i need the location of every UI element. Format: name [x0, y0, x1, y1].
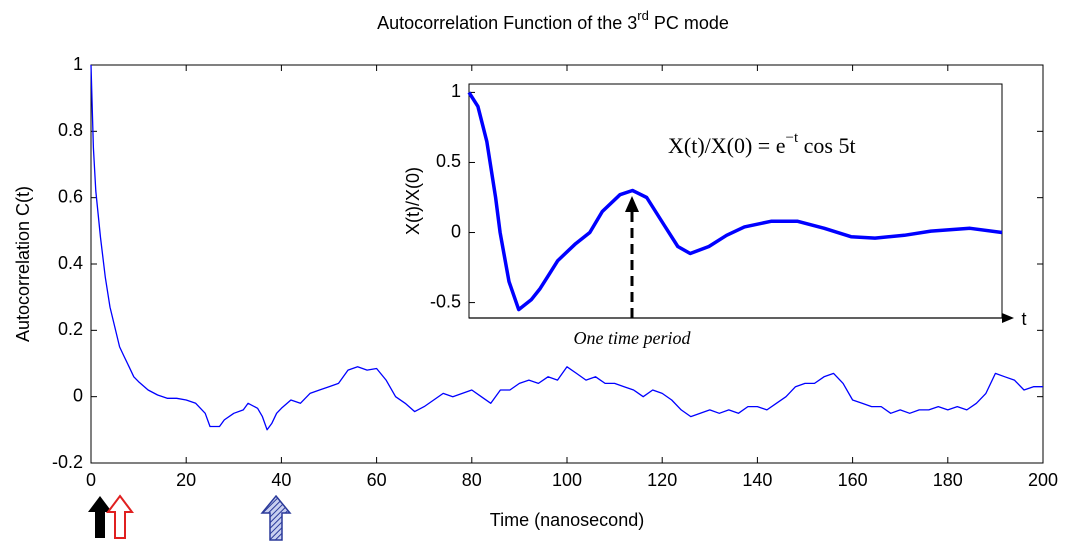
x-tick-label: 60: [367, 470, 387, 490]
y-tick-label: 1: [451, 81, 461, 101]
x-axis-label: t: [1021, 309, 1026, 329]
y-tick-label: 1: [73, 54, 83, 74]
y-tick-label: 0: [451, 221, 461, 241]
y-axis-label: X(t)/X(0): [403, 167, 423, 235]
x-tick-label: 20: [176, 470, 196, 490]
x-axis-label: Time (nanosecond): [490, 510, 644, 530]
arrow-icon: [106, 494, 134, 539]
y-tick-label: -0.2: [52, 452, 83, 472]
arrow-head: [625, 196, 639, 212]
chart-title: Autocorrelation Function of the 3rd PC m…: [377, 8, 729, 32]
formula: X(t)/X(0) = e−t cos 5t: [668, 130, 856, 158]
formula-part: X(t)/X(0) = e: [668, 133, 785, 158]
x-tick-label: 0: [86, 470, 96, 490]
arrow-icon: [88, 496, 112, 538]
x-tick-label: 40: [271, 470, 291, 490]
x-tick-label: 120: [647, 470, 677, 490]
annotation: One time period: [574, 328, 692, 348]
data-line: [90, 64, 1043, 431]
formula-part: −t: [785, 130, 798, 146]
x-tick-label: 140: [742, 470, 772, 490]
y-tick-label: 0.2: [58, 319, 83, 339]
y-tick-label: 0.6: [58, 186, 83, 206]
y-axis-label: Autocorrelation C(t): [13, 186, 33, 342]
x-tick-label: 180: [933, 470, 963, 490]
x-tick-label: 160: [838, 470, 868, 490]
data-line: [467, 91, 1003, 312]
arrow-icon: [260, 494, 292, 541]
x-tick-label: 200: [1028, 470, 1058, 490]
x-tick-label: 100: [552, 470, 582, 490]
formula-part: cos 5t: [798, 133, 855, 158]
inset-frame: [468, 83, 1003, 319]
y-tick-label: 0: [73, 385, 83, 405]
arrow-head: [1002, 313, 1014, 323]
y-tick-label: 0.8: [58, 120, 83, 140]
x-tick-label: 80: [462, 470, 482, 490]
y-tick-label: 0.5: [436, 151, 461, 171]
y-tick-label: -0.5: [430, 291, 461, 311]
y-tick-label: 0.4: [58, 253, 83, 273]
